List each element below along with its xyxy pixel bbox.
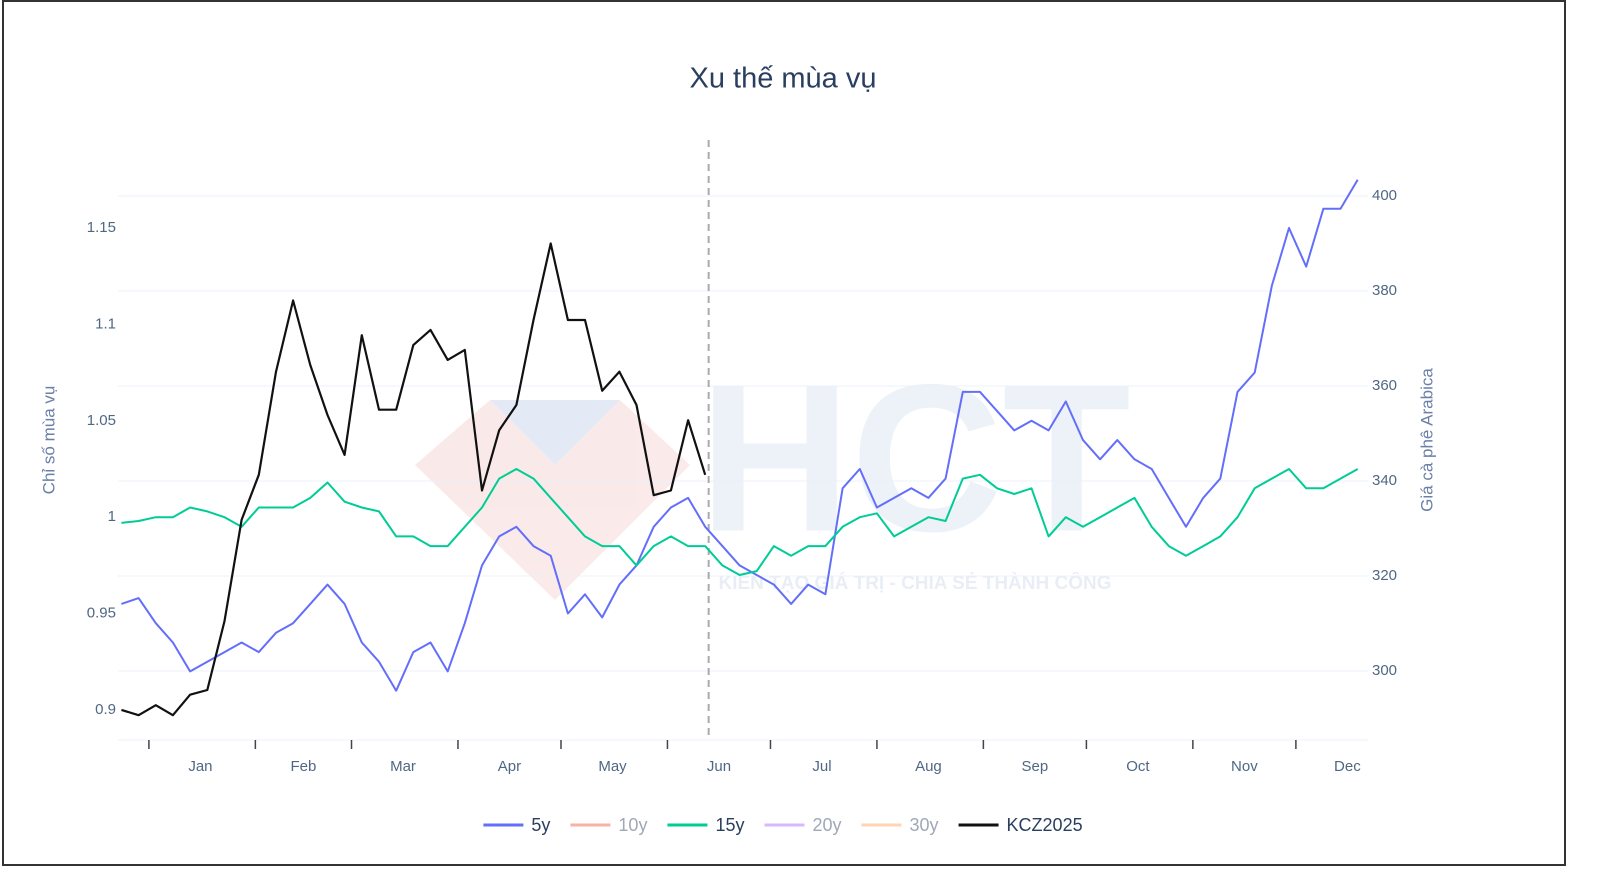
- legend-item: 5y: [483, 815, 550, 835]
- x-tick-label: Nov: [1231, 758, 1258, 775]
- chart-title: Xu thế mùa vụ: [690, 63, 877, 95]
- legend-label: KCZ2025: [1007, 815, 1083, 835]
- x-tick-label: Jan: [188, 758, 212, 775]
- watermark: HCT: [699, 340, 1131, 575]
- y-tick-label: 1.05: [87, 412, 116, 429]
- watermark-caption: KIẾN TẠO GIÁ TRỊ - CHIA SẺ THÀNH CÔNG: [718, 572, 1111, 594]
- x-tick-label: Dec: [1334, 758, 1361, 775]
- x-tick-label: May: [598, 758, 627, 775]
- x-tick-label: Oct: [1126, 758, 1150, 775]
- y2-tick-label: 340: [1372, 472, 1397, 489]
- x-tick-label: Sep: [1022, 758, 1049, 775]
- legend-item: KCZ2025: [958, 815, 1083, 835]
- legend-item: 20y: [764, 815, 842, 835]
- y-axis-title: Chỉ số mùa vụ: [39, 386, 58, 495]
- plot: [121, 179, 1359, 717]
- y-tick-label: 1.15: [87, 219, 116, 236]
- x-tick-label: Apr: [498, 758, 521, 775]
- y-tick-label: 0.95: [87, 605, 116, 622]
- y-tick-label: 1: [108, 508, 116, 525]
- legend-label: 5y: [531, 815, 550, 835]
- grid: [118, 140, 1368, 749]
- legend-label: 15y: [715, 815, 744, 835]
- y2-tick-label: 380: [1372, 282, 1397, 299]
- series-line: [121, 468, 1359, 576]
- legend-label: 10y: [618, 815, 647, 835]
- legend-label: 20y: [812, 815, 841, 835]
- x-tick-label: Mar: [390, 758, 416, 775]
- legend-item: 10y: [570, 815, 647, 835]
- x-tick-label: Feb: [291, 758, 317, 775]
- legend: 5y 10y 15y 20y 30y KCZ2025: [483, 815, 1083, 835]
- legend-item: 15y: [667, 815, 744, 835]
- y2-tick-label: 320: [1372, 567, 1397, 584]
- y-tick-label: 1.1: [95, 315, 116, 332]
- y2-tick-label: 300: [1372, 662, 1397, 679]
- y2-axis-title: Giá cà phê Arabica: [1417, 368, 1436, 512]
- frame: [2, 0, 1566, 866]
- series-line: [121, 242, 707, 717]
- x-tick-label: Jun: [707, 758, 731, 775]
- x-tick-label: Aug: [915, 758, 942, 775]
- y2-tick-label: 400: [1372, 187, 1397, 204]
- y-tick-label: 0.9: [95, 701, 116, 718]
- y2-tick-label: 360: [1372, 377, 1397, 394]
- series-line: [121, 179, 1359, 692]
- legend-item: 30y: [861, 815, 939, 835]
- x-tick-label: Jul: [812, 758, 831, 775]
- legend-label: 30y: [910, 815, 939, 835]
